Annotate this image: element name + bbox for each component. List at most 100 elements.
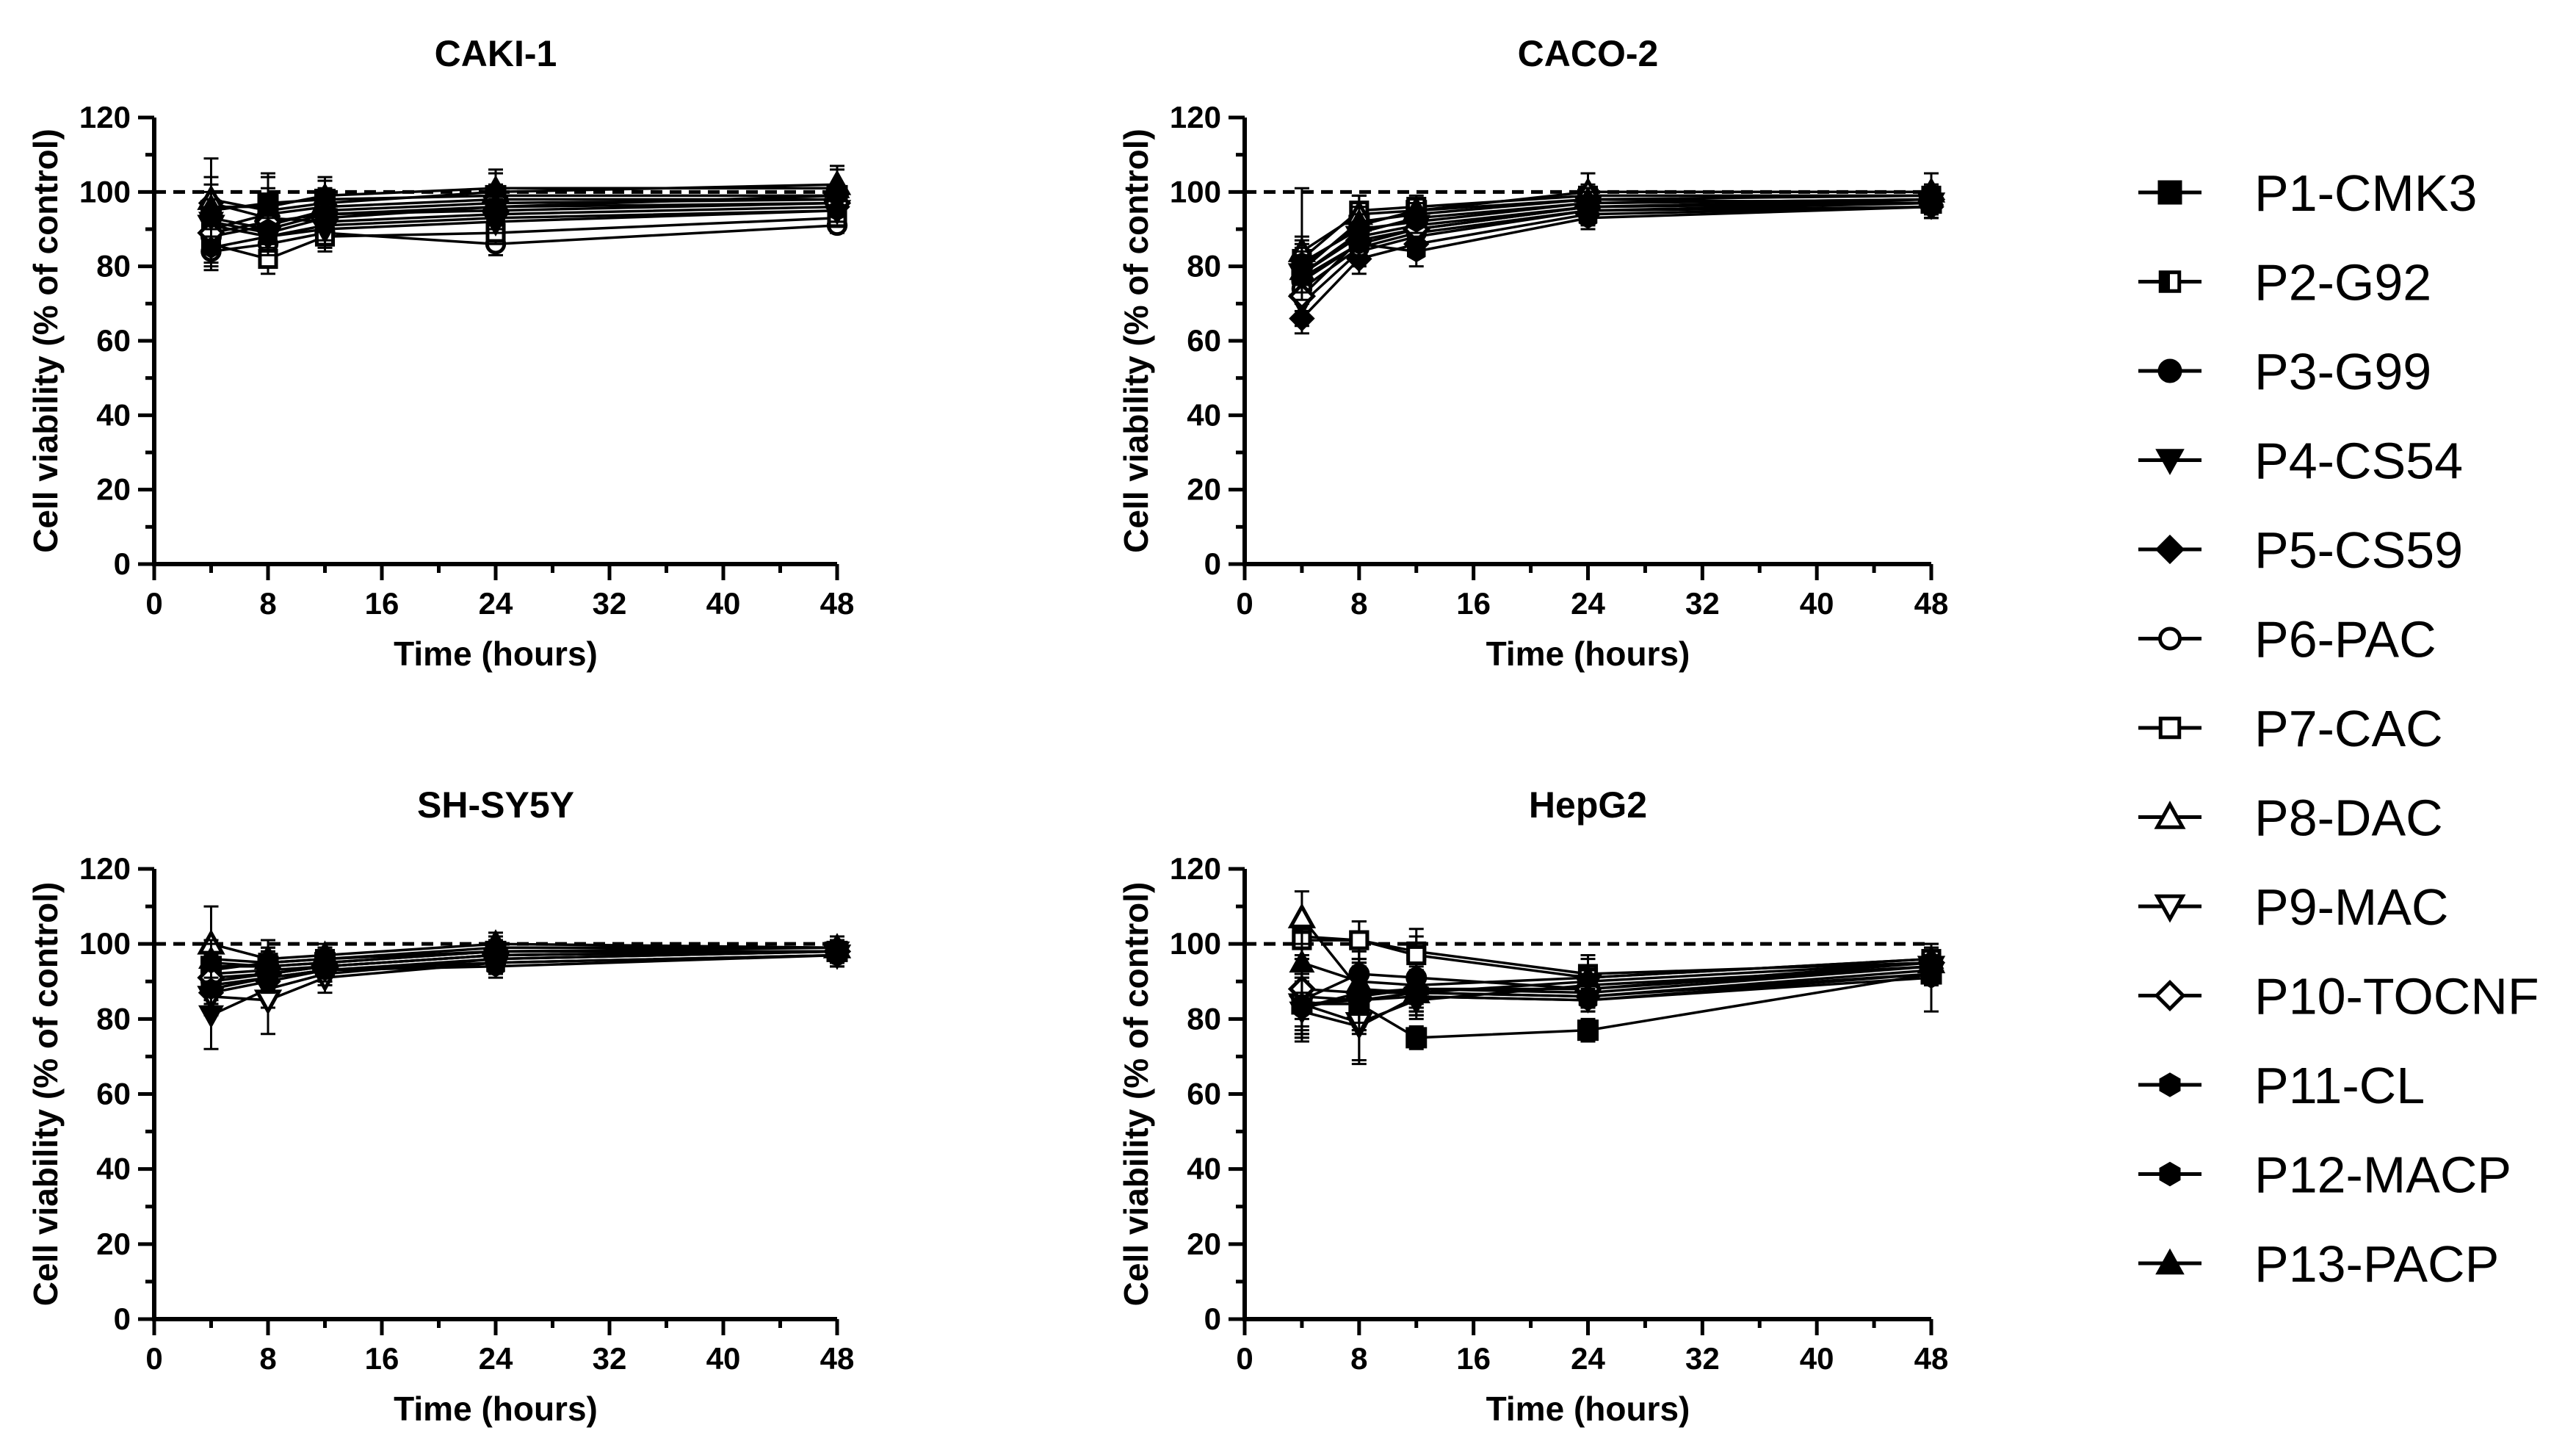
panel-title-caco-2: CACO-2 bbox=[1518, 33, 1659, 74]
y-tick-label: 40 bbox=[96, 1152, 131, 1186]
data-point-p7-cac bbox=[1406, 945, 1427, 966]
legend-label-p2-g92: P2-G92 bbox=[2254, 254, 2431, 311]
x-tick-label: 24 bbox=[1571, 586, 1605, 621]
y-tick-label: 0 bbox=[114, 1301, 131, 1336]
x-tick-label: 32 bbox=[1685, 586, 1720, 621]
data-point-p13-pacp bbox=[824, 934, 850, 958]
y-tick-label: 20 bbox=[1187, 1227, 1221, 1261]
x-tick-label: 8 bbox=[1350, 586, 1367, 621]
legend-marker-p7-cac bbox=[2158, 716, 2182, 740]
data-point-p12-macp bbox=[486, 956, 505, 978]
y-tick-label: 120 bbox=[79, 100, 131, 134]
data-point-p9-mac bbox=[253, 989, 283, 1015]
x-tick-label: 40 bbox=[706, 1341, 741, 1376]
data-point-p13-pacp bbox=[198, 193, 224, 217]
x-tick-label: 40 bbox=[706, 586, 741, 621]
y-tick-label: 0 bbox=[114, 546, 131, 581]
y-tick-label: 0 bbox=[1204, 1301, 1221, 1336]
legend-marker-p3-g99 bbox=[2157, 358, 2182, 383]
y-axis-title: Cell viability (% of control) bbox=[1117, 882, 1155, 1307]
data-point-p13-pacp bbox=[1289, 949, 1315, 973]
x-axis-title: Time (hours) bbox=[394, 635, 598, 673]
data-point-p13-pacp bbox=[1575, 964, 1601, 988]
y-tick-label: 120 bbox=[79, 851, 131, 886]
y-tick-label: 100 bbox=[79, 926, 131, 961]
legend-item-p1-cmk3: P1-CMK3 bbox=[2138, 165, 2477, 222]
x-tick-label: 24 bbox=[479, 586, 513, 621]
legend-item-p12-macp: P12-MACP bbox=[2138, 1147, 2511, 1204]
legend: P1-CMK3 P2-G92 P3-G99 P4-CS54 P5-CS59 P6-PAC P… bbox=[2138, 165, 2539, 1293]
legend-marker-p5-cs59 bbox=[2154, 534, 2185, 565]
x-tick-label: 48 bbox=[820, 1341, 855, 1376]
data-point-p13-pacp bbox=[1346, 968, 1372, 992]
data-point-p12-macp bbox=[201, 978, 221, 1000]
legend-item-p10-tocnf: P10-TOCNF bbox=[2138, 968, 2539, 1025]
data-point-p8-dac bbox=[1287, 903, 1317, 928]
legend-marker-p13-pacp bbox=[2155, 1248, 2185, 1275]
data-point-p13-pacp bbox=[1346, 208, 1372, 232]
data-point-p7-cac bbox=[1349, 930, 1370, 950]
x-tick-label: 40 bbox=[1800, 1341, 1834, 1376]
y-tick-label: 20 bbox=[96, 1227, 131, 1261]
data-point-p13-pacp bbox=[1403, 972, 1430, 995]
y-tick-label: 60 bbox=[1187, 1077, 1221, 1111]
x-tick-label: 32 bbox=[593, 1341, 627, 1376]
panel-title-caki-1: CAKI-1 bbox=[435, 33, 557, 74]
y-tick-label: 80 bbox=[1187, 1001, 1221, 1036]
data-point-p12-macp bbox=[315, 214, 335, 237]
data-point-p13-pacp bbox=[1575, 186, 1601, 209]
legend-marker-p8-dac bbox=[2154, 801, 2186, 829]
y-tick-label: 80 bbox=[96, 1001, 131, 1036]
series-line-p4-cs54 bbox=[1300, 205, 1932, 305]
legend-item-p7-cac: P7-CAC bbox=[2138, 700, 2443, 757]
data-point-p13-pacp bbox=[198, 945, 224, 970]
y-tick-label: 60 bbox=[1187, 323, 1221, 358]
data-point-p13-pacp bbox=[312, 945, 338, 970]
data-point-p12-macp bbox=[1350, 233, 1369, 256]
legend-item-p6-pac: P6-PAC bbox=[2138, 611, 2436, 668]
legend-item-p4-cs54: P4-CS54 bbox=[2138, 433, 2463, 490]
data-point-p1-cmk3 bbox=[1577, 1019, 1599, 1041]
panel-caco-2: CACO-2 0 20 40 60 80 100 120 0 8 16 24 32 40 48 Time (h… bbox=[1117, 33, 1948, 673]
legend-item-p5-cs59: P5-CS59 bbox=[2138, 521, 2463, 579]
data-point-p12-macp bbox=[1292, 997, 1311, 1019]
x-tick-label: 8 bbox=[259, 586, 276, 621]
x-tick-label: 32 bbox=[1685, 1341, 1720, 1376]
series-p13-pacp bbox=[1289, 931, 1944, 1013]
legend-label-p12-macp: P12-MACP bbox=[2254, 1147, 2511, 1204]
data-point-p13-pacp bbox=[824, 175, 850, 198]
x-tick-label: 16 bbox=[1456, 586, 1491, 621]
y-axis-title: Cell viability (% of control) bbox=[26, 882, 65, 1307]
panel-sh-sy5y: SH-SY5Y 0 20 40 60 80 100 120 0 8 16 24 32 40 48 Time (… bbox=[26, 784, 854, 1428]
legend-marker-p1-cmk3 bbox=[2157, 180, 2182, 205]
legend-item-p3-g99: P3-G99 bbox=[2138, 343, 2431, 400]
data-point-p13-pacp bbox=[255, 949, 281, 973]
x-tick-label: 0 bbox=[145, 1341, 162, 1376]
legend-label-p1-cmk3: P1-CMK3 bbox=[2254, 165, 2477, 222]
series-p7-cac bbox=[1292, 920, 1942, 998]
legend-label-p6-pac: P6-PAC bbox=[2254, 611, 2436, 668]
data-point-p13-pacp bbox=[1918, 182, 1944, 206]
legend-label-p9-mac: P9-MAC bbox=[2254, 878, 2448, 936]
y-tick-label: 120 bbox=[1170, 100, 1221, 134]
legend-item-p8-dac: P8-DAC bbox=[2138, 790, 2443, 847]
y-tick-label: 0 bbox=[1204, 546, 1221, 581]
y-tick-label: 80 bbox=[1187, 249, 1221, 284]
y-tick-label: 60 bbox=[96, 1077, 131, 1111]
x-axis-title: Time (hours) bbox=[1486, 635, 1690, 673]
legend-label-p13-pacp: P13-PACP bbox=[2254, 1235, 2499, 1293]
panel-title-hepg2: HepG2 bbox=[1529, 784, 1647, 826]
legend-label-p7-cac: P7-CAC bbox=[2254, 700, 2443, 757]
y-axis-title: Cell viability (% of control) bbox=[26, 129, 65, 553]
x-axis-title: Time (hours) bbox=[394, 1390, 598, 1428]
data-point-p13-pacp bbox=[312, 182, 338, 206]
legend-marker-p9-mac bbox=[2154, 894, 2186, 923]
series-p4-cs54 bbox=[1289, 194, 1944, 328]
y-tick-label: 20 bbox=[1187, 472, 1221, 507]
data-point-p12-macp bbox=[1407, 240, 1426, 263]
legend-item-p11-cl: P11-CL bbox=[2138, 1057, 2425, 1114]
y-tick-label: 100 bbox=[1170, 926, 1221, 961]
panel-title-sh-sy5y: SH-SY5Y bbox=[417, 784, 574, 826]
